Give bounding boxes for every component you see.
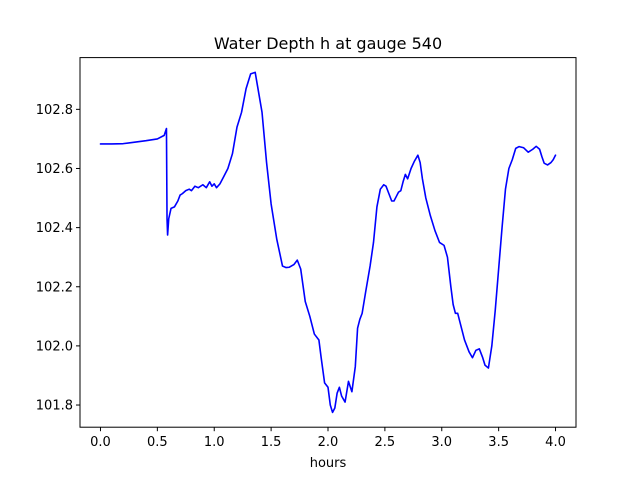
x-tick-label: 1.5 [261, 435, 282, 450]
x-tick-label: 0.5 [147, 435, 168, 450]
chart-title: Water Depth h at gauge 540 [214, 34, 442, 53]
y-tick-label: 101.8 [36, 399, 73, 414]
series-line [99, 71, 557, 414]
y-tick-label: 102.0 [36, 339, 73, 354]
x-tick-label: 0.0 [90, 435, 111, 450]
y-tick-label: 102.2 [36, 280, 73, 295]
plot-frame [79, 57, 577, 428]
x-tick-label: 1.0 [204, 435, 225, 450]
x-axis-label: hours [310, 456, 347, 471]
x-tick-label: 3.0 [431, 435, 452, 450]
x-tick-label: 2.5 [375, 435, 396, 450]
x-tick-label: 2.0 [318, 435, 339, 450]
series-layer [99, 71, 557, 414]
y-tick-label: 102.4 [36, 221, 73, 236]
y-tick-label: 102.8 [36, 103, 73, 118]
x-tick-label: 4.0 [545, 435, 566, 450]
x-axis-ticks: 0.0 0.5 1.0 1.5 2.0 2.5 3.0 3.5 4.0 [90, 427, 566, 450]
y-axis-ticks: 101.8 102.0 102.2 102.4 102.6 102.8 [36, 103, 80, 414]
y-tick-label: 102.6 [36, 162, 73, 177]
x-tick-label: 3.5 [488, 435, 509, 450]
